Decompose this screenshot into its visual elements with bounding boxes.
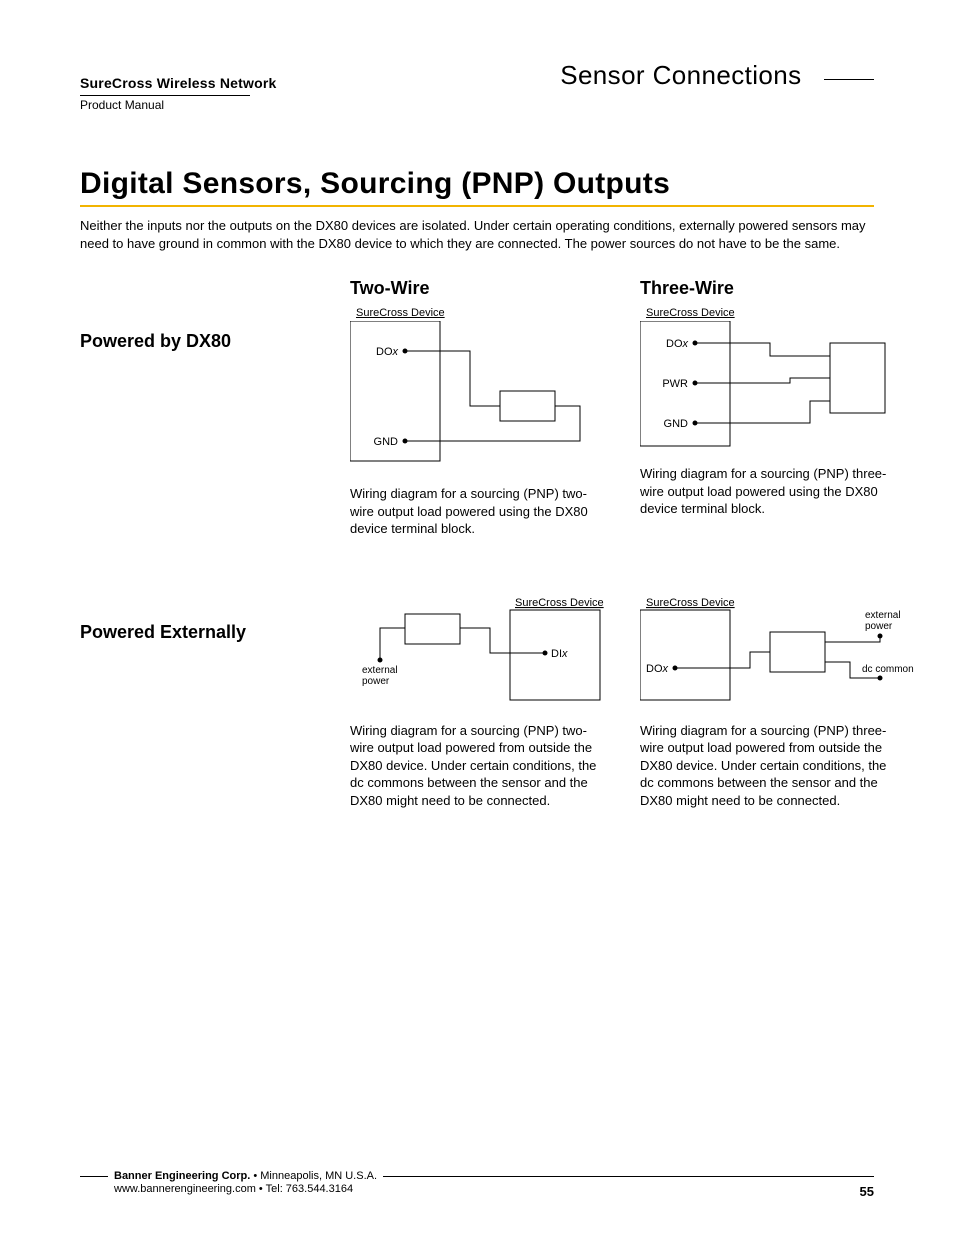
diagram-three-wire-external: SureCross Device DOx external power dc c… [640,598,920,810]
header-right-title: Sensor Connections [560,60,801,90]
svg-text:DOx: DOx [666,338,689,350]
svg-text:DOx: DOx [646,663,669,675]
svg-text:PWR: PWR [662,378,688,390]
header-sub: Product Manual [80,98,874,112]
col-head-two-wire: Two-Wire [350,278,620,299]
svg-text:DOx: DOx [376,346,399,358]
svg-text:power: power [865,621,893,632]
header-left-rule [80,95,250,96]
accent-rule [80,205,874,207]
intro-paragraph: Neither the inputs nor the outputs on th… [80,217,874,252]
svg-text:DIx: DIx [551,648,568,660]
header-right-rule [824,79,874,80]
row-head-external: Powered Externally [80,598,330,870]
wiring-diagram-icon: DOx PWR GND [640,321,900,451]
row-head-dx80: Powered by DX80 [80,307,330,598]
wiring-diagram-icon: SureCross Device DOx external power dc c… [640,598,920,708]
caption: Wiring diagram for a sourcing (PNP) thre… [640,722,890,810]
svg-text:GND: GND [374,436,399,448]
footer-line2: www.bannerengineering.com • Tel: 763.544… [114,1183,874,1195]
diagram-grid: Two-Wire Three-Wire Powered by DX80 Sure… [80,278,874,869]
col-head-three-wire: Three-Wire [640,278,920,299]
footer-rule-left [80,1176,108,1177]
svg-text:GND: GND [664,418,689,430]
diagram-three-wire-dx80: SureCross Device DOx PWR GND Wiring diag… [640,307,920,538]
footer-line1: Banner Engineering Corp. • Minneapolis, … [114,1170,377,1182]
svg-text:external: external [362,665,398,676]
page-footer: Banner Engineering Corp. • Minneapolis, … [80,1170,874,1195]
svg-text:SureCross Device: SureCross Device [515,598,604,609]
caption: Wiring diagram for a sourcing (PNP) thre… [640,465,890,518]
wiring-diagram-icon: SureCross Device DIx external power [350,598,620,708]
caption: Wiring diagram for a sourcing (PNP) two-… [350,485,600,538]
diagram-two-wire-dx80: SureCross Device DOx GND Wiring diagram … [350,307,620,538]
svg-text:SureCross Device: SureCross Device [646,598,735,609]
svg-text:power: power [362,676,390,687]
device-label: SureCross Device [356,307,620,319]
caption: Wiring diagram for a sourcing (PNP) two-… [350,722,600,810]
svg-text:external: external [865,610,901,621]
page-title: Digital Sensors, Sourcing (PNP) Outputs [80,167,874,201]
page-number: 55 [860,1184,874,1199]
header-left-title: SureCross Wireless Network [80,75,276,91]
diagram-two-wire-external: SureCross Device DIx external power Wiri… [350,598,620,810]
device-label: SureCross Device [646,307,920,319]
svg-text:dc common: dc common [862,664,914,675]
wiring-diagram-icon: DOx GND [350,321,600,471]
footer-rule-right [383,1176,874,1177]
